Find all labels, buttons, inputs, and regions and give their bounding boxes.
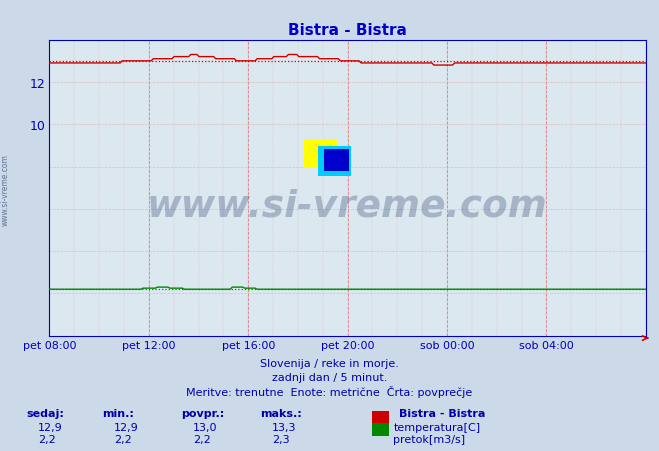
Text: 12,9: 12,9 [114,422,139,432]
Text: 2,2: 2,2 [193,434,211,444]
Text: Meritve: trenutne  Enote: metrične  Črta: povprečje: Meritve: trenutne Enote: metrične Črta: … [186,386,473,398]
Text: 2,2: 2,2 [114,434,132,444]
Text: 12,9: 12,9 [38,422,63,432]
Text: zadnji dan / 5 minut.: zadnji dan / 5 minut. [272,372,387,382]
Text: min.:: min.: [102,408,134,418]
Text: sedaj:: sedaj: [26,408,64,418]
Text: Slovenija / reke in morje.: Slovenija / reke in morje. [260,359,399,368]
Text: 13,0: 13,0 [193,422,217,432]
FancyBboxPatch shape [304,139,337,169]
Text: maks.:: maks.: [260,408,302,418]
Text: 2,2: 2,2 [38,434,56,444]
Text: www.si-vreme.com: www.si-vreme.com [1,153,10,226]
FancyBboxPatch shape [318,147,351,176]
Text: Bistra - Bistra: Bistra - Bistra [399,408,485,418]
Text: www.si-vreme.com: www.si-vreme.com [147,188,548,224]
Text: temperatura[C]: temperatura[C] [393,422,480,432]
Title: Bistra - Bistra: Bistra - Bistra [288,23,407,38]
Text: pretok[m3/s]: pretok[m3/s] [393,434,465,444]
FancyBboxPatch shape [324,150,349,172]
Text: 13,3: 13,3 [272,422,297,432]
Text: povpr.:: povpr.: [181,408,225,418]
Text: 2,3: 2,3 [272,434,290,444]
